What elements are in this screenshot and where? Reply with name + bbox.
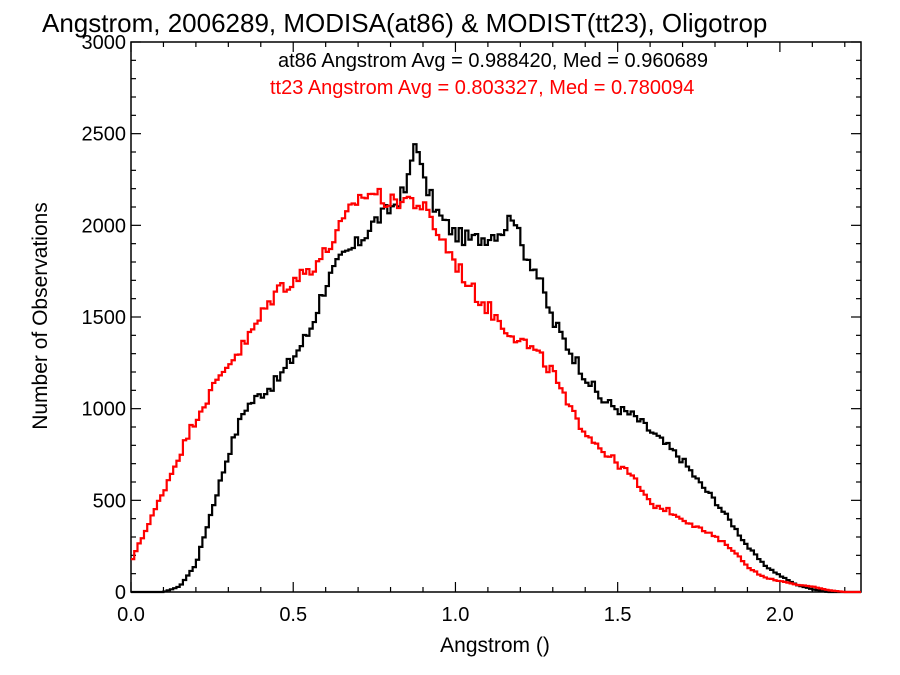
y-axis: 0 500 1000 1500 2000 2500 3000 bbox=[82, 32, 861, 604]
series-layer bbox=[131, 143, 861, 594]
x-axis: 0.0 0.5 1.0 1.5 2.0 bbox=[117, 42, 846, 626]
annotation-tt23: tt23 Angstrom Avg = 0.803327, Med = 0.78… bbox=[270, 77, 694, 99]
x-tick-label: 0.5 bbox=[279, 604, 307, 626]
y-tick-label: 1000 bbox=[82, 399, 127, 421]
series-tt23-histogram bbox=[131, 187, 861, 594]
x-tick-label: 0.0 bbox=[117, 604, 145, 626]
x-axis-label: Angstrom () bbox=[440, 634, 550, 657]
y-tick-label: 0 bbox=[115, 582, 126, 604]
x-tick-label: 2.0 bbox=[766, 604, 794, 626]
y-tick-label: 2000 bbox=[82, 215, 127, 237]
x-tick-label: 1.0 bbox=[442, 604, 470, 626]
x-tick-label: 1.5 bbox=[604, 604, 632, 626]
plot-area bbox=[130, 41, 862, 593]
annotation-at86: at86 Angstrom Avg = 0.988420, Med = 0.96… bbox=[278, 50, 708, 72]
series-at86-histogram bbox=[131, 143, 861, 594]
y-tick-label: 1500 bbox=[82, 307, 127, 329]
y-tick-label: 2500 bbox=[82, 124, 127, 146]
y-tick-label: 500 bbox=[93, 490, 126, 512]
chart-title: Angstrom, 2006289, MODISA(at86) & MODIST… bbox=[42, 8, 767, 38]
plot-frame bbox=[130, 41, 862, 593]
y-axis-label: Number of Observations bbox=[29, 202, 52, 430]
y-tick-label: 3000 bbox=[82, 32, 127, 54]
